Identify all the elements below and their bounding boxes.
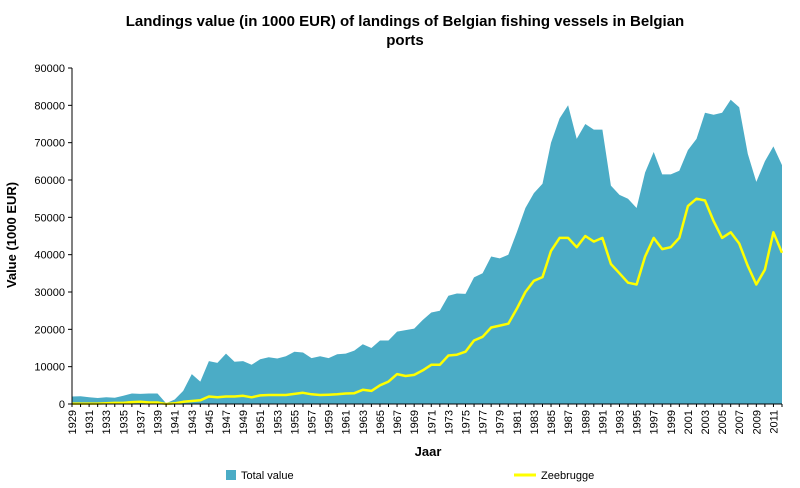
x-tick-label: 2001 [683, 410, 695, 434]
x-tick-label: 1931 [84, 410, 96, 434]
y-tick-label: 50000 [34, 212, 65, 224]
x-tick-label: 2007 [734, 410, 746, 434]
chart-title-line-2: ports [386, 32, 424, 49]
x-tick-label: 1951 [255, 410, 267, 434]
y-axis-title: Value (1000 EUR) [4, 182, 19, 288]
y-tick-label: 10000 [34, 362, 65, 374]
x-tick-label: 1989 [580, 410, 592, 434]
legend-label-total-value: Total value [241, 470, 294, 482]
x-tick-label: 2005 [717, 410, 729, 434]
x-tick-label: 1973 [443, 410, 455, 434]
x-tick-label: 1977 [478, 410, 490, 434]
x-tick-label: 1981 [512, 410, 524, 434]
y-tick-label: 60000 [34, 175, 65, 187]
y-tick-label: 90000 [34, 63, 65, 75]
legend: Total value Zeebrugge [226, 470, 594, 482]
zeebrugge-line [72, 197, 784, 406]
y-tick-label: 80000 [34, 100, 65, 112]
x-tick-label: 1983 [529, 410, 541, 434]
x-tick-label: 2009 [751, 410, 763, 434]
x-tick-label: 1979 [495, 410, 507, 434]
x-axis-title: Jaar [415, 444, 442, 459]
x-tick-label: 1963 [358, 410, 370, 434]
plot-area [72, 99, 784, 406]
x-tick-label: 1975 [461, 410, 473, 434]
x-tick-label: 1937 [135, 410, 147, 434]
y-tick-label: 0 [59, 399, 65, 411]
x-tick-label: 1971 [426, 410, 438, 434]
x-tick-label: 1945 [204, 410, 216, 434]
x-tick-label: 1969 [409, 410, 421, 434]
x-axis-ticks: 1929 1931 1933 1935 1937 1939 1941 1943 1945 1947… [67, 404, 783, 434]
x-tick-label: 2003 [700, 410, 712, 434]
y-axis-ticks: 0 10000 20000 30000 40000 50000 60000 70000 8000… [34, 63, 72, 411]
x-tick-label: 1985 [546, 410, 558, 434]
legend-label-zeebrugge: Zeebrugge [541, 470, 594, 482]
x-tick-label: 2011 [768, 410, 780, 434]
x-tick-label: 1941 [170, 410, 182, 434]
x-tick-label: 1991 [597, 410, 609, 434]
x-tick-label: 1993 [615, 410, 627, 434]
x-tick-label: 1929 [67, 410, 79, 434]
y-tick-label: 20000 [34, 324, 65, 336]
x-tick-label: 1933 [101, 410, 113, 434]
x-tick-label: 1957 [307, 410, 319, 434]
x-tick-label: 1999 [666, 410, 678, 434]
total-value-area [72, 99, 782, 404]
x-tick-label: 1953 [272, 410, 284, 434]
y-tick-label: 70000 [34, 138, 65, 150]
x-tick-label: 1935 [118, 410, 130, 434]
x-tick-label: 1943 [187, 410, 199, 434]
x-tick-label: 1949 [238, 410, 250, 434]
x-tick-label: 1955 [289, 410, 301, 434]
x-tick-label: 1961 [341, 410, 353, 434]
chart-title-line-1: Landings value (in 1000 EUR) of landings… [126, 13, 684, 30]
x-tick-label: 1959 [324, 410, 336, 434]
x-tick-label: 1997 [649, 410, 661, 434]
x-tick-label: 1995 [632, 410, 644, 434]
x-tick-label: 1987 [563, 410, 575, 434]
x-tick-label: 1947 [221, 410, 233, 434]
x-tick-label: 1965 [375, 410, 387, 434]
y-tick-label: 30000 [34, 287, 65, 299]
legend-swatch-total-value [226, 470, 236, 480]
x-tick-label: 1967 [392, 410, 404, 434]
y-tick-label: 40000 [34, 250, 65, 262]
x-tick-label: 1939 [153, 410, 165, 434]
